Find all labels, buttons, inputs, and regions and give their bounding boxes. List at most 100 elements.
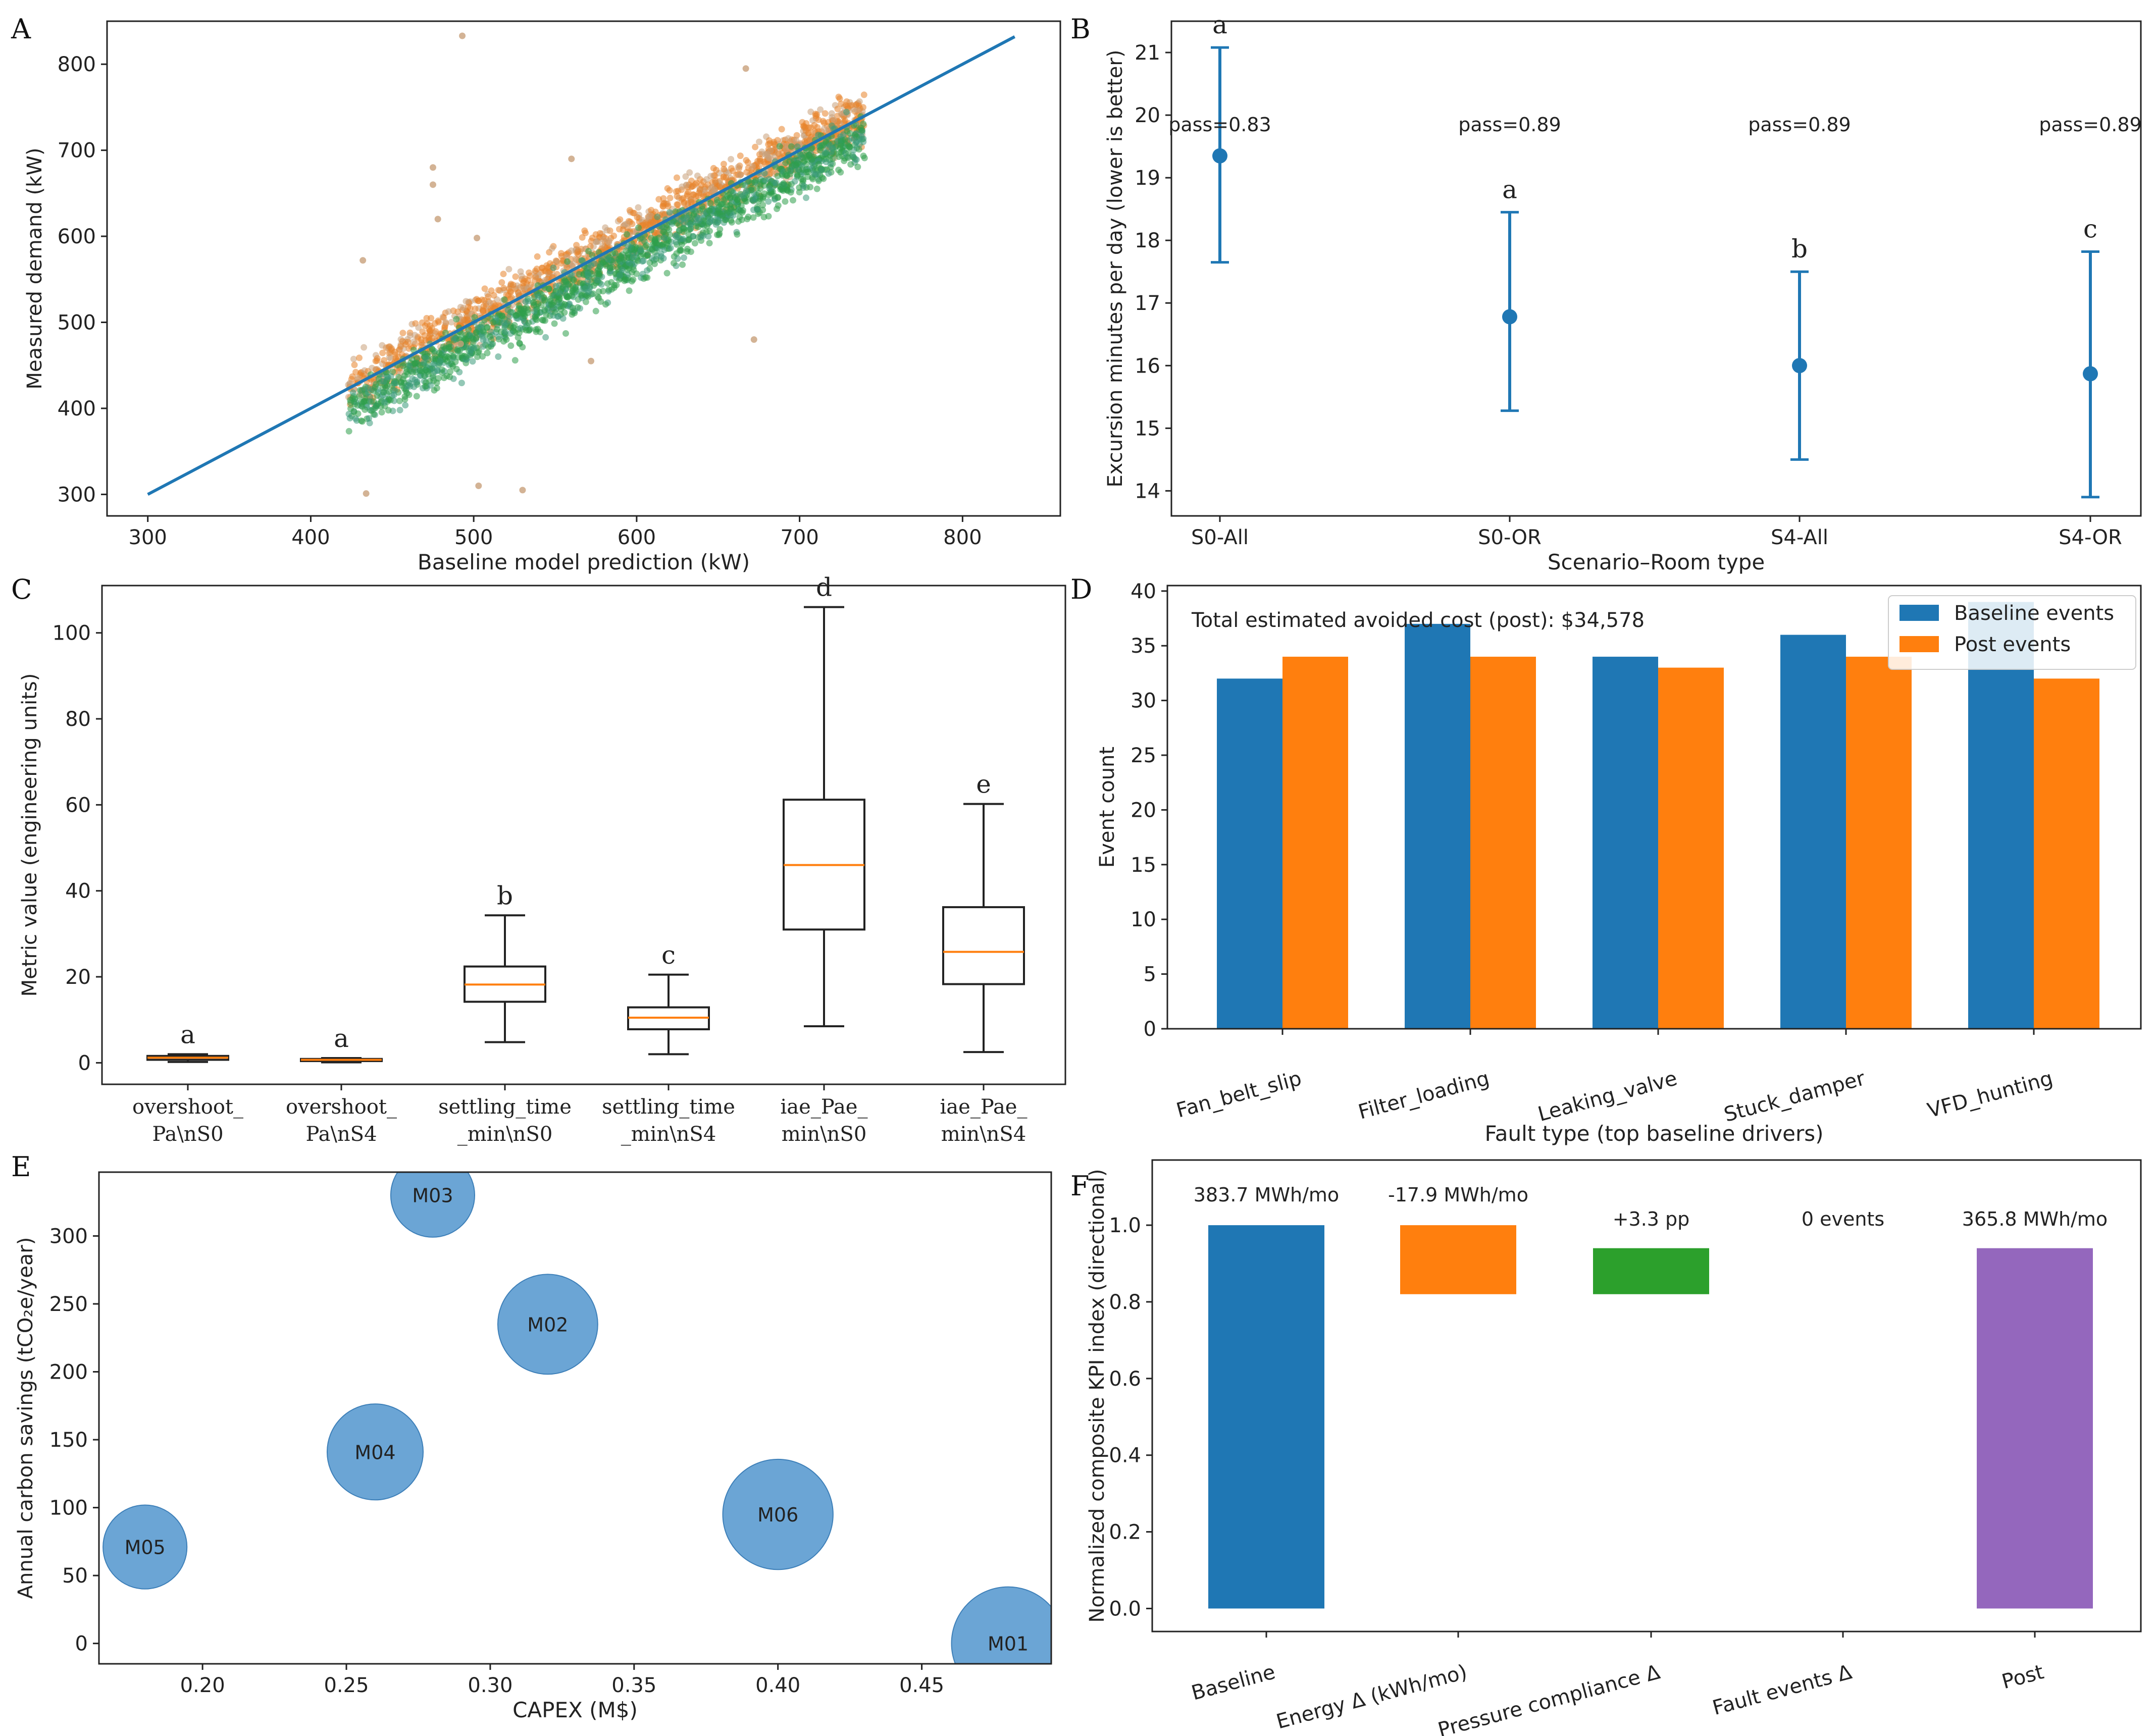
y-tick-label: 600 [58, 225, 96, 248]
scatter-point [679, 261, 686, 268]
scatter-point [765, 198, 772, 205]
scatter-point [585, 293, 592, 300]
scatter-point [572, 286, 579, 293]
scatter-point [759, 206, 766, 214]
scatter-point [624, 220, 631, 227]
scatter-point [626, 259, 632, 266]
x-tick-label: VFD_hunting [1925, 1067, 2056, 1122]
y-tick-label: 17 [1135, 292, 1160, 315]
x-tick-label: 800 [943, 526, 982, 549]
panel-label-d: D [1070, 573, 1092, 605]
scatter-point [517, 325, 524, 332]
scatter-point [801, 157, 808, 164]
scatter-point [683, 215, 690, 222]
scatter-point [381, 378, 388, 385]
scatter-point [803, 194, 809, 201]
scatter-point [350, 408, 357, 415]
box-6 [942, 803, 1025, 1054]
scatter-point [434, 367, 441, 375]
scatter-point [835, 93, 842, 100]
scatter-point [691, 240, 698, 247]
y-tick-label: 0.2 [1109, 1521, 1141, 1544]
panel-label-f: F [1070, 1170, 1089, 1202]
scatter-point [775, 150, 782, 157]
y-tick-label: 800 [58, 53, 96, 76]
x-tick-label: _min\nS4 [621, 1123, 716, 1146]
significance-letter: b [1791, 234, 1808, 264]
scatter-point [783, 146, 790, 153]
scatter-point [815, 161, 822, 168]
panel-b: 14 15 16 17 18 19 20 21 S0-All a pass=0.83 S0-OR a pa… [1104, 10, 2142, 574]
scatter-point [800, 182, 807, 189]
scatter-point [669, 220, 676, 227]
scatter-point [495, 287, 502, 294]
scatter-point [423, 314, 430, 322]
scatter-point [778, 126, 785, 133]
y-tick-label: 300 [58, 483, 96, 506]
scatter-point [564, 281, 572, 288]
scatter-point [486, 299, 493, 306]
scatter-point [709, 188, 716, 195]
scatter-point [533, 328, 540, 335]
x-axis-title: Scenario–Room type [1548, 550, 1765, 574]
scatter-point [619, 267, 626, 274]
x-tick-label: min\nS0 [782, 1123, 867, 1146]
scatter-point [744, 216, 751, 223]
scatter-point [397, 343, 404, 350]
y-tick-label: 100 [53, 622, 91, 645]
scatter-point [480, 307, 487, 314]
scatter-point [488, 341, 495, 348]
scatter-point [366, 415, 373, 422]
scatter-point [379, 349, 386, 356]
scatter-point [505, 266, 512, 273]
scatter-point [422, 355, 429, 362]
scatter-point [625, 254, 632, 261]
y-tick-label: 21 [1135, 41, 1160, 65]
scatter-point [453, 365, 460, 373]
scatter-point [722, 195, 729, 202]
scatter-point [564, 258, 571, 265]
scatter-point [385, 407, 392, 414]
scatter-point [518, 310, 525, 317]
scatter-point [688, 177, 695, 184]
scatter-point [484, 349, 491, 356]
scatter-point [670, 259, 677, 267]
significance-letter: c [2083, 215, 2097, 244]
scatter-point [500, 271, 507, 278]
scatter-point [796, 189, 803, 196]
scatter-point [674, 255, 681, 262]
scatter-point [387, 397, 394, 404]
x-axis-title: CAPEX (M$) [512, 1698, 638, 1722]
scatter-point [700, 212, 707, 219]
x-tick-label: Pa\nS4 [305, 1123, 377, 1146]
plot-frame [1151, 1159, 2142, 1633]
scatter-point [450, 335, 457, 342]
y-tick-label: 14 [1135, 480, 1160, 503]
cost-annotation: Total estimated avoided cost (post): $34… [1191, 609, 1645, 632]
outlier-point [429, 181, 436, 188]
scatter-point [401, 396, 408, 403]
scatter-point [507, 330, 514, 337]
scatter-point [563, 264, 571, 271]
scatter-point [375, 375, 382, 382]
scatter-point [530, 299, 537, 306]
x-tick-label: min\nS4 [941, 1123, 1026, 1146]
scatter-point [749, 163, 756, 170]
scatter-point [431, 387, 438, 394]
scatter-point [557, 250, 564, 257]
scatter-point [518, 273, 525, 280]
scatter-point [856, 141, 863, 148]
scatter-point [663, 270, 671, 277]
x-tick-label: S4-OR [2059, 526, 2122, 549]
value-label: 383.7 MWh/mo [1194, 1184, 1339, 1206]
y-tick-label: 500 [58, 311, 96, 335]
scatter-point [543, 311, 550, 319]
y-tick-label: 0.0 [1109, 1597, 1141, 1620]
y-axis-title: Measured demand (kW) [23, 148, 46, 390]
scatter-point [495, 333, 502, 340]
bar [1968, 602, 2034, 1029]
scatter-point [774, 205, 781, 213]
scatter-point [512, 273, 519, 280]
scatter-point [552, 283, 559, 290]
scatter-point [374, 355, 381, 362]
